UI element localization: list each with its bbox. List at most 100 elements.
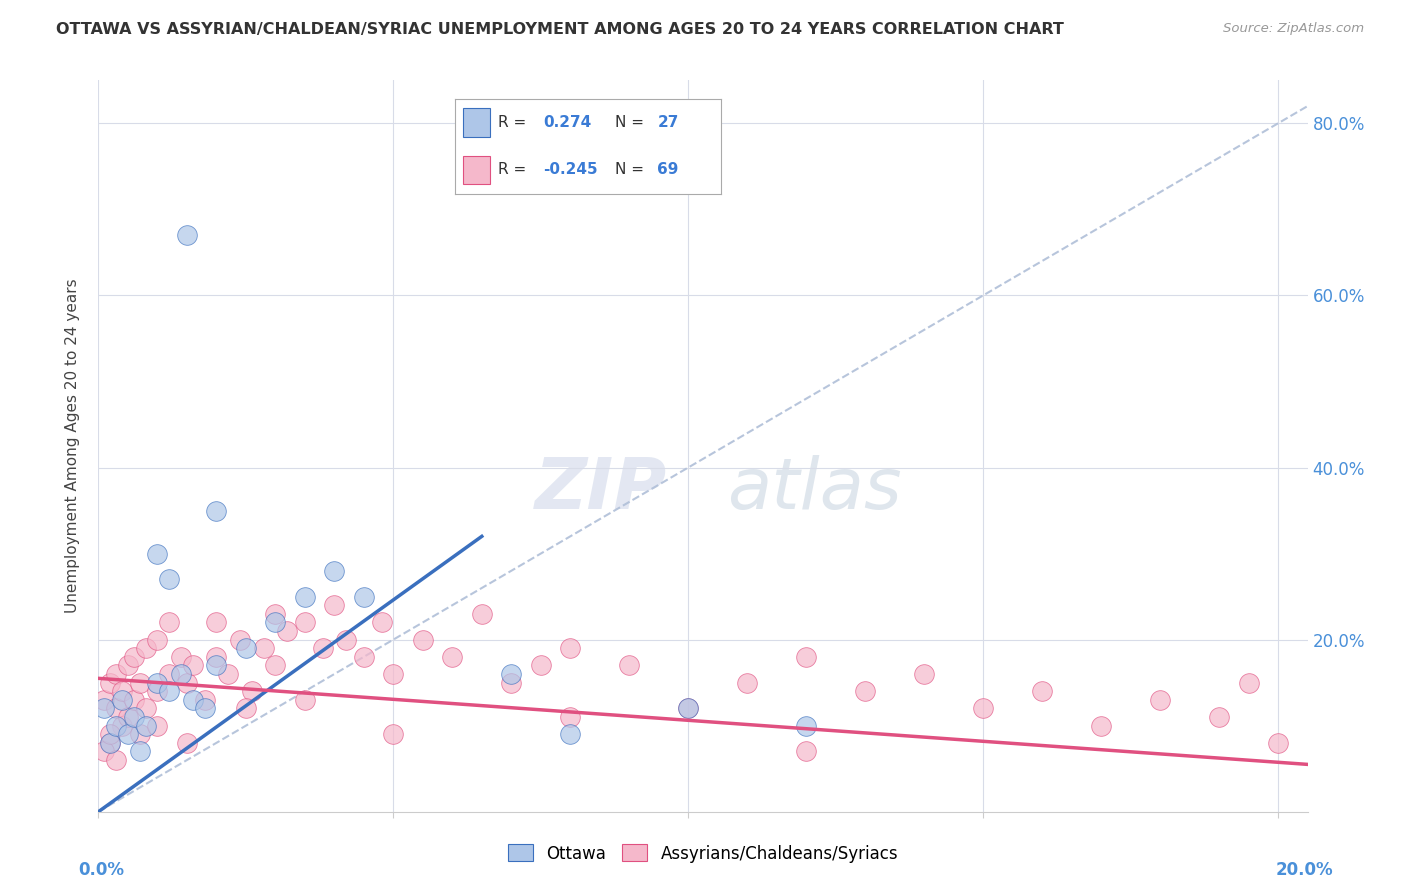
Point bbox=[335, 632, 357, 647]
Text: OTTAWA VS ASSYRIAN/CHALDEAN/SYRIAC UNEMPLOYMENT AMONG AGES 20 TO 24 YEARS CORREL: OTTAWA VS ASSYRIAN/CHALDEAN/SYRIAC UNEMP… bbox=[56, 22, 1064, 37]
Point bbox=[853, 684, 876, 698]
Point bbox=[678, 701, 700, 715]
Text: ZIP: ZIP bbox=[534, 456, 666, 524]
Point bbox=[1149, 693, 1171, 707]
Point bbox=[176, 736, 198, 750]
Point bbox=[105, 701, 128, 715]
Y-axis label: Unemployment Among Ages 20 to 24 years: Unemployment Among Ages 20 to 24 years bbox=[65, 278, 80, 614]
Text: Source: ZipAtlas.com: Source: ZipAtlas.com bbox=[1223, 22, 1364, 36]
Point bbox=[619, 658, 641, 673]
Point bbox=[135, 641, 157, 656]
Point bbox=[194, 693, 217, 707]
Point bbox=[93, 701, 115, 715]
Point bbox=[98, 727, 121, 741]
Point bbox=[794, 744, 817, 758]
Legend: Ottawa, Assyrians/Chaldeans/Syriacs: Ottawa, Assyrians/Chaldeans/Syriacs bbox=[501, 838, 905, 869]
Text: 0.0%: 0.0% bbox=[79, 861, 124, 879]
Point bbox=[323, 598, 346, 612]
Point bbox=[560, 641, 582, 656]
Text: atlas: atlas bbox=[727, 456, 901, 524]
Point bbox=[382, 727, 405, 741]
Point bbox=[111, 693, 134, 707]
Point bbox=[176, 228, 198, 243]
Point bbox=[229, 632, 252, 647]
Point bbox=[93, 693, 115, 707]
Point bbox=[135, 701, 157, 715]
Point bbox=[98, 736, 121, 750]
Point bbox=[176, 675, 198, 690]
Point bbox=[1267, 736, 1289, 750]
Point bbox=[157, 573, 180, 587]
Point bbox=[93, 744, 115, 758]
Point bbox=[205, 649, 228, 664]
Point bbox=[117, 710, 139, 724]
Point bbox=[794, 649, 817, 664]
Point bbox=[370, 615, 392, 630]
Point bbox=[240, 684, 263, 698]
Point bbox=[111, 719, 134, 733]
Point bbox=[353, 590, 375, 604]
Point bbox=[146, 675, 169, 690]
Point bbox=[912, 667, 935, 681]
Point bbox=[264, 658, 287, 673]
Point bbox=[146, 719, 169, 733]
Point bbox=[560, 710, 582, 724]
Point bbox=[205, 658, 228, 673]
Point bbox=[105, 753, 128, 767]
Point bbox=[972, 701, 994, 715]
Point bbox=[1031, 684, 1053, 698]
Point bbox=[530, 658, 553, 673]
Point bbox=[1208, 710, 1230, 724]
Point bbox=[105, 719, 128, 733]
Point bbox=[128, 727, 150, 741]
Point bbox=[117, 727, 139, 741]
Point bbox=[382, 667, 405, 681]
Point bbox=[252, 641, 274, 656]
Point bbox=[98, 675, 121, 690]
Point bbox=[122, 649, 145, 664]
Point bbox=[146, 547, 169, 561]
Point bbox=[170, 667, 193, 681]
Point bbox=[111, 684, 134, 698]
Point bbox=[1237, 675, 1260, 690]
Point bbox=[794, 719, 817, 733]
Point bbox=[122, 693, 145, 707]
Point bbox=[264, 615, 287, 630]
Point bbox=[181, 658, 204, 673]
Point bbox=[98, 736, 121, 750]
Point bbox=[205, 615, 228, 630]
Point bbox=[353, 649, 375, 664]
Point bbox=[412, 632, 434, 647]
Point bbox=[441, 649, 464, 664]
Point bbox=[128, 744, 150, 758]
Point bbox=[471, 607, 494, 621]
Point bbox=[294, 615, 316, 630]
Point bbox=[264, 607, 287, 621]
Point bbox=[735, 675, 758, 690]
Point bbox=[157, 667, 180, 681]
Point bbox=[294, 590, 316, 604]
Point bbox=[157, 615, 180, 630]
Point bbox=[146, 632, 169, 647]
Point bbox=[235, 641, 257, 656]
Point bbox=[122, 710, 145, 724]
Point bbox=[323, 564, 346, 578]
Point bbox=[294, 693, 316, 707]
Point bbox=[194, 701, 217, 715]
Point bbox=[501, 675, 523, 690]
Point bbox=[217, 667, 239, 681]
Point bbox=[311, 641, 333, 656]
Text: 20.0%: 20.0% bbox=[1277, 861, 1333, 879]
Point bbox=[560, 727, 582, 741]
Point bbox=[235, 701, 257, 715]
Point bbox=[157, 684, 180, 698]
Point bbox=[128, 675, 150, 690]
Point bbox=[105, 667, 128, 681]
Point bbox=[181, 693, 204, 707]
Point bbox=[1090, 719, 1112, 733]
Point bbox=[276, 624, 298, 638]
Point bbox=[170, 649, 193, 664]
Point bbox=[117, 658, 139, 673]
Point bbox=[135, 719, 157, 733]
Point bbox=[678, 701, 700, 715]
